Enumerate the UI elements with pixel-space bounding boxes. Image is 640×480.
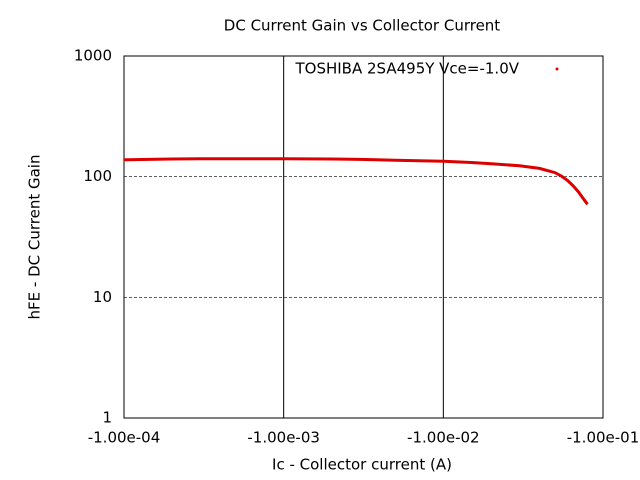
y-axis-label: hFE - DC Current Gain <box>26 155 44 320</box>
x-tick-label: -1.00e-04 <box>88 429 161 447</box>
chart-title: DC Current Gain vs Collector Current <box>224 17 501 35</box>
data-line <box>123 157 589 206</box>
y-tick-label: 1000 <box>74 47 112 65</box>
y-tick-label: 1 <box>102 409 112 427</box>
y-tick-label: 10 <box>93 288 112 306</box>
x-tick-label: -1.00e-03 <box>247 429 320 447</box>
legend-label: TOSHIBA 2SA495Y Vce=-1.0V <box>294 60 519 78</box>
x-axis-label: Ic - Collector current (A) <box>272 456 452 474</box>
plot-frame <box>123 55 604 419</box>
x-tick-label: -1.00e-01 <box>567 429 640 447</box>
x-tick-label: -1.00e-02 <box>407 429 480 447</box>
y-tick-label: 100 <box>83 167 112 185</box>
legend-marker <box>555 67 559 71</box>
